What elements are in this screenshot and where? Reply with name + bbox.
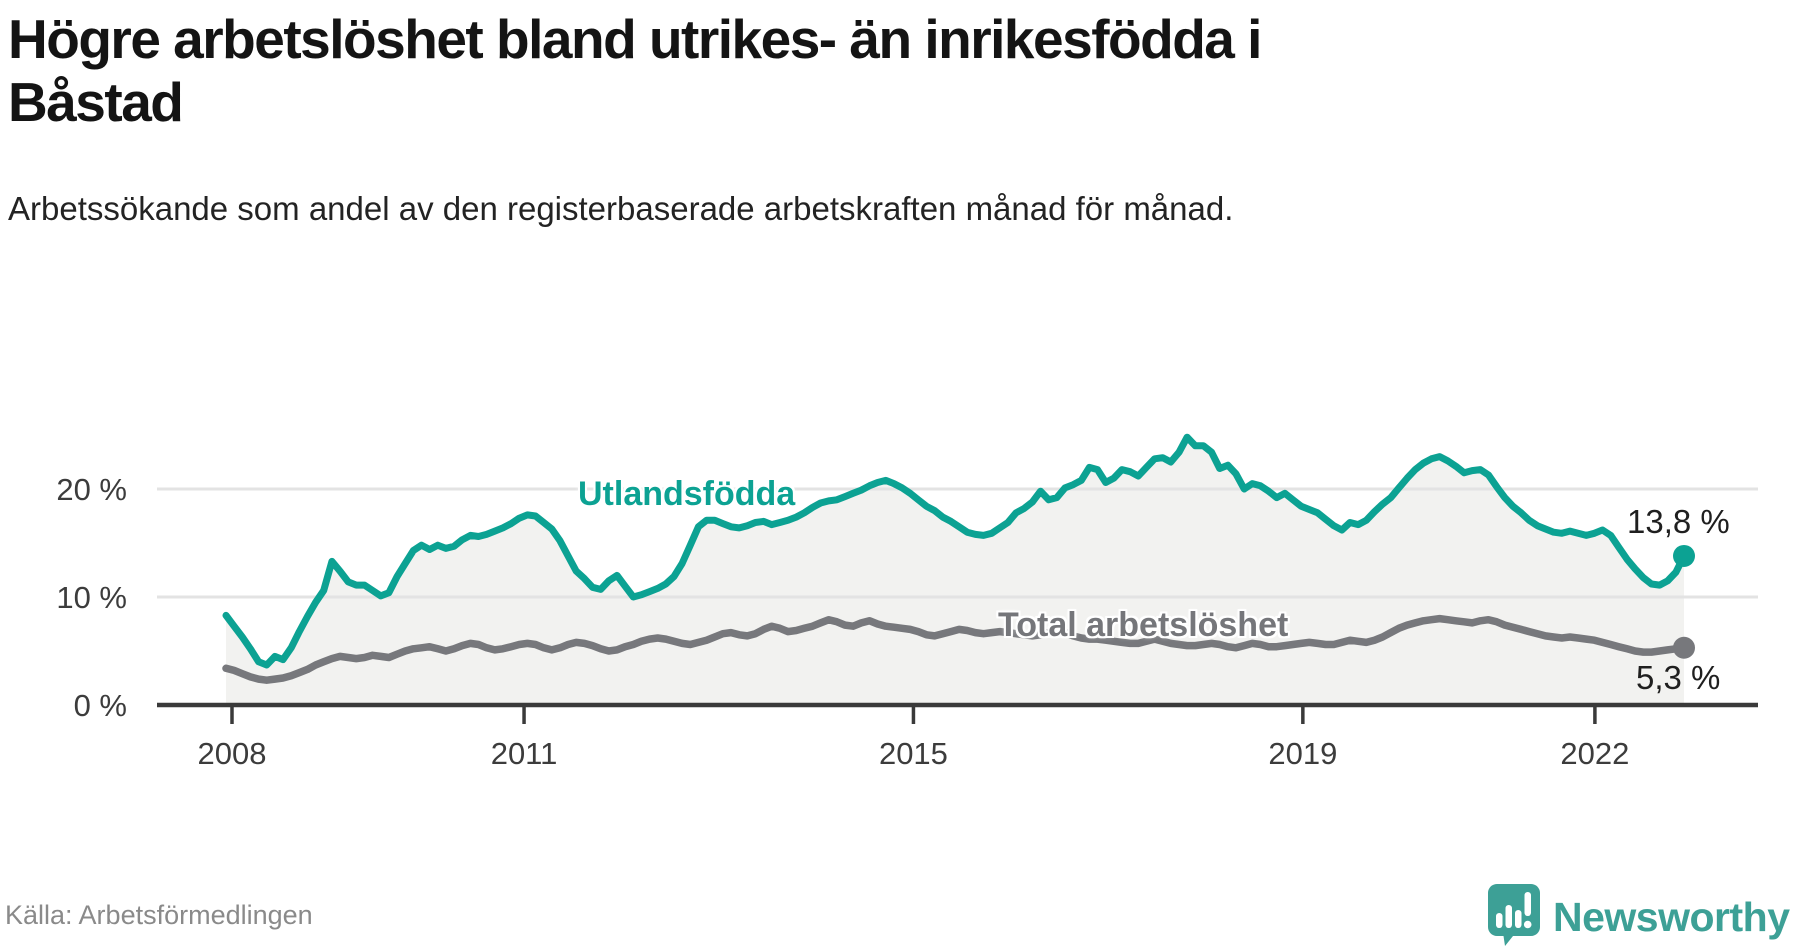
source-note: Källa: Arbetsförmedlingen <box>5 900 313 930</box>
end-value-label-utlandsfodda: 13,8 % <box>1627 503 1730 540</box>
x-tick-label-2011: 2011 <box>491 736 558 771</box>
series-lines <box>222 433 1695 684</box>
y-tick-label-10: 10 % <box>56 580 127 615</box>
x-tick-label-2015: 2015 <box>879 736 948 771</box>
newsworthy-logo-text: Newsworthy <box>1553 894 1790 940</box>
area-fill <box>226 437 1684 705</box>
series-line-total <box>222 614 1688 684</box>
chart-subtitle: Arbetssökande som andel av den registerb… <box>8 190 1234 227</box>
x-tick-label-2019: 2019 <box>1268 736 1337 771</box>
x-tick-label-2008: 2008 <box>198 736 267 771</box>
series-label-total-arbetsloshet: Total arbetslöshet <box>998 606 1289 644</box>
chart-title: Högre arbetslöshet bland utrikes- än inr… <box>8 8 1262 133</box>
x-tick-label-2022: 2022 <box>1560 736 1629 771</box>
series-label-utlandsfodda: Utlandsfödda <box>578 475 796 513</box>
y-tick-label-20: 20 % <box>56 472 127 507</box>
y-axis-labels: 0 % 10 % 20 % <box>56 472 127 723</box>
newsworthy-speech-bubble-bars-icon <box>1488 884 1540 948</box>
newsworthy-logo: Newsworthy <box>1488 884 1790 948</box>
x-axis: 2008 2011 2015 2019 2022 <box>157 702 1758 771</box>
utlandsfodda-area-fill <box>226 437 1684 705</box>
end-value-label-total: 5,3 % <box>1636 659 1721 696</box>
series-end-dot-utlandsfodda <box>1673 544 1695 567</box>
series-line-utlandsfodda <box>222 433 1688 669</box>
series-end-dot-total <box>1673 636 1695 659</box>
gridlines <box>157 487 1758 599</box>
y-tick-label-0: 0 % <box>74 688 127 723</box>
